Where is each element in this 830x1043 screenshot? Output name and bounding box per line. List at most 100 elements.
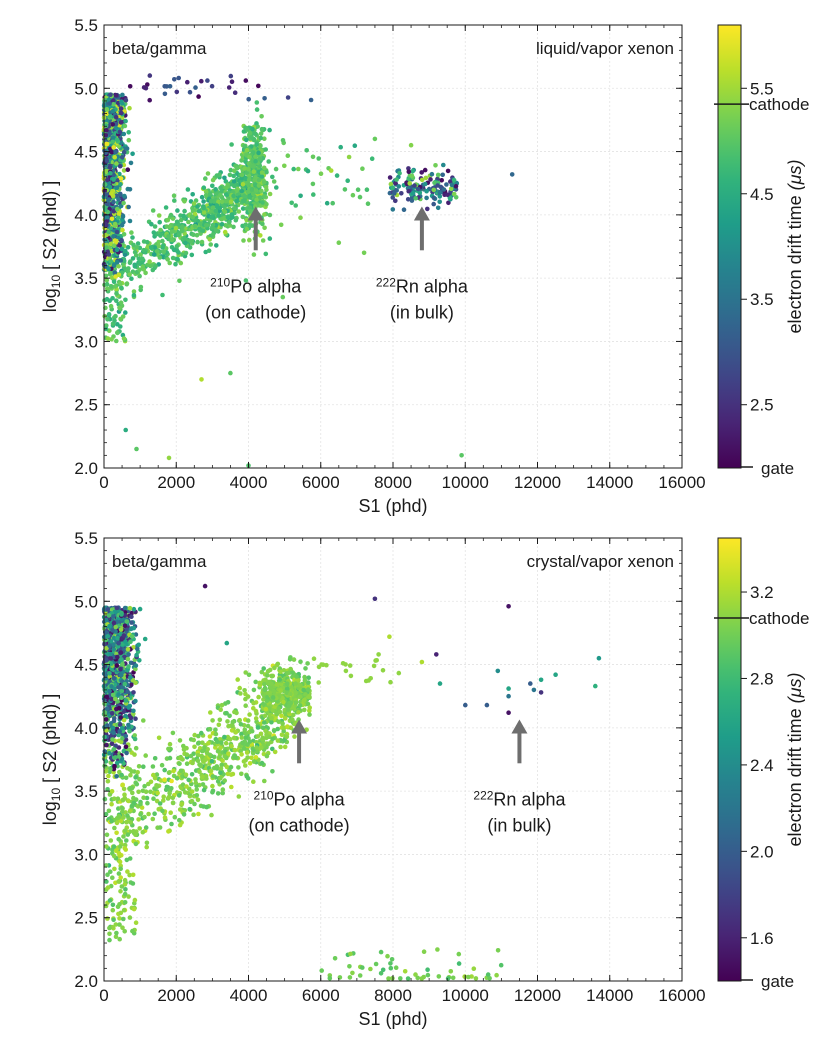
data-point xyxy=(232,184,237,189)
data-point xyxy=(132,607,137,612)
data-point xyxy=(311,192,316,197)
data-point xyxy=(229,765,234,770)
data-point xyxy=(234,218,239,223)
data-point xyxy=(152,252,157,257)
data-point xyxy=(153,756,158,761)
data-point xyxy=(158,233,163,238)
data-point xyxy=(130,235,135,240)
y-tick-label: 4.0 xyxy=(74,206,98,225)
data-point xyxy=(114,339,119,344)
data-point xyxy=(124,776,129,781)
data-point xyxy=(190,761,195,766)
data-point xyxy=(123,606,128,611)
data-point xyxy=(128,219,133,224)
x-axis-label: S1 (phd) xyxy=(358,496,427,516)
data-point xyxy=(119,650,124,655)
data-point xyxy=(454,184,459,189)
data-point xyxy=(243,728,248,733)
data-point xyxy=(169,213,174,218)
data-point xyxy=(126,245,131,250)
y-axis-label-sub: 10 xyxy=(49,275,63,289)
data-point xyxy=(167,771,172,776)
data-point xyxy=(164,787,169,792)
data-point xyxy=(444,182,449,187)
data-point xyxy=(127,106,132,111)
data-point xyxy=(253,132,258,137)
data-point xyxy=(262,226,267,231)
data-point xyxy=(153,264,158,269)
data-point xyxy=(388,680,393,685)
data-point xyxy=(257,183,262,188)
data-point xyxy=(241,238,246,243)
data-point xyxy=(267,128,272,133)
data-point xyxy=(209,813,214,818)
x-tick-label: 0 xyxy=(99,473,108,492)
data-point xyxy=(209,199,214,204)
data-point xyxy=(105,215,110,220)
data-point xyxy=(251,164,256,169)
data-point xyxy=(229,785,234,790)
data-point xyxy=(230,212,235,217)
annotation-isotope: 222 xyxy=(376,275,396,289)
data-point xyxy=(185,761,190,766)
data-point xyxy=(262,682,267,687)
data-point xyxy=(285,681,290,686)
data-point xyxy=(172,198,177,203)
data-point xyxy=(147,259,152,264)
data-point xyxy=(265,673,270,678)
data-point xyxy=(129,620,134,625)
data-point xyxy=(250,127,255,132)
data-point xyxy=(138,252,143,257)
data-point xyxy=(145,801,150,806)
data-point xyxy=(201,206,206,211)
data-point xyxy=(233,90,238,95)
data-point xyxy=(239,752,244,757)
data-point xyxy=(260,170,265,175)
data-point xyxy=(196,812,201,817)
data-point xyxy=(254,745,259,750)
data-point xyxy=(202,788,207,793)
data-point xyxy=(118,164,123,169)
data-point xyxy=(135,782,140,787)
data-point xyxy=(247,673,252,678)
data-point xyxy=(123,124,128,129)
data-point xyxy=(302,697,307,702)
data-point xyxy=(201,228,206,233)
data-point xyxy=(144,845,149,850)
data-point xyxy=(360,166,365,171)
data-point xyxy=(193,224,198,229)
data-point xyxy=(264,185,269,190)
data-point xyxy=(211,178,216,183)
data-point xyxy=(177,793,182,798)
data-point xyxy=(178,807,183,812)
data-point xyxy=(218,770,223,775)
data-point xyxy=(131,873,136,878)
data-point xyxy=(228,737,233,742)
data-point xyxy=(139,285,144,290)
data-point xyxy=(128,856,133,861)
data-point xyxy=(108,869,113,874)
y-tick-label: 4.5 xyxy=(74,143,98,162)
data-point xyxy=(107,312,112,317)
data-point xyxy=(306,169,311,174)
data-point xyxy=(278,745,283,750)
data-point xyxy=(166,747,171,752)
data-point xyxy=(108,185,113,190)
data-point xyxy=(296,167,301,172)
data-point xyxy=(344,669,349,674)
data-point xyxy=(117,937,122,942)
data-point xyxy=(216,213,221,218)
data-point xyxy=(265,699,270,704)
grid-lines xyxy=(104,538,682,981)
data-point xyxy=(267,690,272,695)
data-point xyxy=(195,240,200,245)
data-point xyxy=(196,94,201,99)
data-point xyxy=(257,178,262,183)
colorbar-title-text: electron drift time xyxy=(785,190,805,333)
data-point xyxy=(302,708,307,713)
data-point xyxy=(256,725,261,730)
data-point xyxy=(345,178,350,183)
data-point xyxy=(121,201,126,206)
data-point xyxy=(227,85,232,90)
data-point xyxy=(118,860,123,865)
